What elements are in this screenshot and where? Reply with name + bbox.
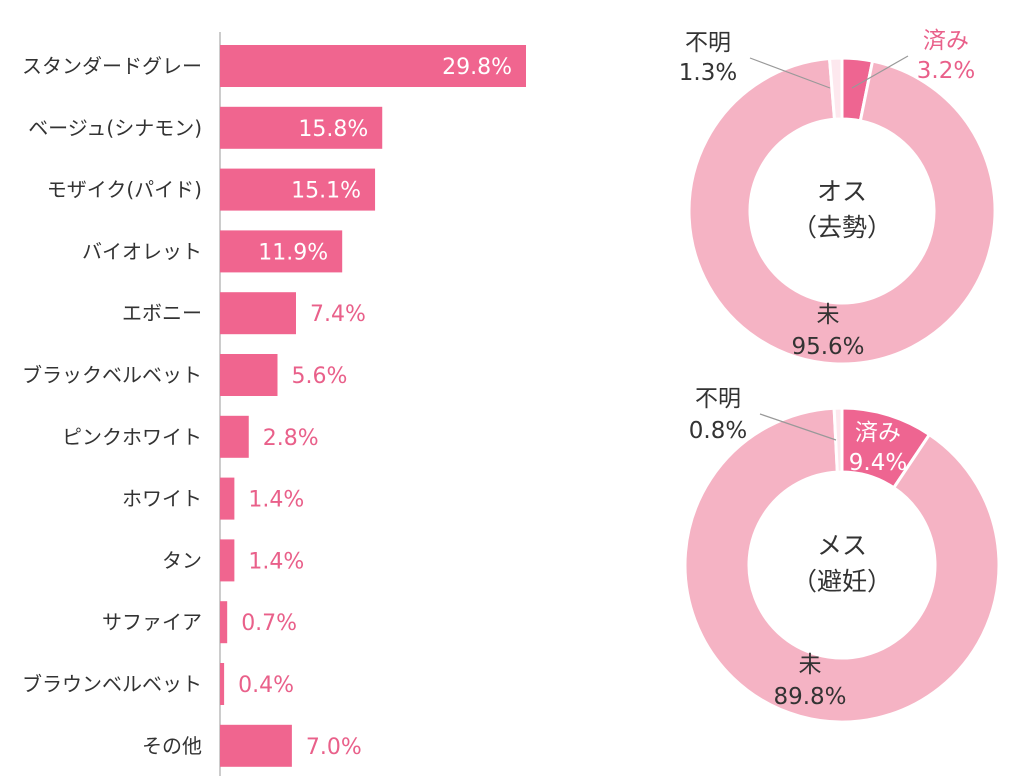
category-label: バイオレット <box>82 239 202 263</box>
data-label-male-unknown-name: 不明 <box>685 30 731 56</box>
bar-value-label: 5.6% <box>292 364 348 389</box>
bar <box>220 477 235 520</box>
donut-male-center-line1: オス <box>817 177 867 206</box>
bar <box>220 168 376 211</box>
category-label: スタンダードグレー <box>22 54 202 78</box>
data-label-female-not-name: 未 <box>799 652 822 678</box>
data-label-male-not-value: 95.6% <box>791 334 864 360</box>
category-label: ホワイト <box>122 487 202 511</box>
bar-value-label: 1.4% <box>248 488 304 513</box>
bar <box>220 292 296 335</box>
data-label-male-unknown-value: 1.3% <box>679 60 737 86</box>
bar <box>220 724 292 767</box>
data-label-male-done-value: 3.2% <box>917 58 975 84</box>
leader-line-male-unknown <box>749 57 831 89</box>
bar <box>220 415 249 458</box>
donut-chart-female <box>683 406 1001 724</box>
data-label-male-not-name: 未 <box>817 302 840 328</box>
donut-slice <box>832 406 844 474</box>
category-label: ピンクホワイト <box>62 425 202 449</box>
data-label-female-not-value: 89.8% <box>773 684 846 710</box>
bar <box>220 601 228 644</box>
donut-female-center-line1: メス <box>817 531 867 560</box>
bar-value-label: 2.8% <box>263 426 319 451</box>
category-label: エボニー <box>122 301 202 325</box>
bar-value-label: 7.0% <box>306 735 362 760</box>
bar-value-label: 11.9% <box>258 240 328 265</box>
data-label-female-done-name: 済み <box>855 420 901 446</box>
bar-value-label: 15.1% <box>291 179 361 204</box>
bar <box>220 663 225 705</box>
bar-value-label: 15.8% <box>298 117 368 142</box>
donut-chart-male <box>687 56 997 366</box>
bar <box>220 354 278 396</box>
bar-value-label: 1.4% <box>248 549 304 574</box>
donut-slice <box>687 56 997 366</box>
bar <box>220 45 526 87</box>
bar-value-label: 0.4% <box>238 673 294 698</box>
category-label: ブラックベルベット <box>22 363 202 387</box>
bar-value-label: 0.7% <box>241 611 297 636</box>
category-label: ベージュ(シナモン) <box>28 116 202 140</box>
data-label-female-unknown-value: 0.8% <box>689 418 747 444</box>
category-label: サファイア <box>102 610 202 634</box>
category-label: その他 <box>142 734 202 758</box>
leader-line-male-done <box>851 55 909 89</box>
donut-slice <box>827 56 844 121</box>
category-label: ブラウンベルベット <box>22 672 202 696</box>
bar <box>220 539 235 582</box>
data-label-female-done-value: 9.4% <box>849 450 907 476</box>
category-label: タン <box>162 548 202 572</box>
bar <box>220 230 343 273</box>
bar-value-label: 7.4% <box>310 302 366 327</box>
bar-chart: スタンダードグレー 29.8% ベージュ(シナモン) 15.8% モザイク(パイド) 15… <box>22 32 526 776</box>
data-label-male-done-name: 済み <box>923 28 969 54</box>
bar <box>220 106 383 149</box>
leader-line-female-unknown <box>759 413 837 441</box>
donut-male-center-line2: （去勢） <box>792 213 892 242</box>
category-label: モザイク(パイド) <box>47 178 202 202</box>
bar-value-label: 29.8% <box>442 55 512 80</box>
data-label-female-unknown-name: 不明 <box>695 386 741 412</box>
donut-female-center-line2: （避妊） <box>792 567 892 596</box>
donut-slice <box>683 406 1001 724</box>
